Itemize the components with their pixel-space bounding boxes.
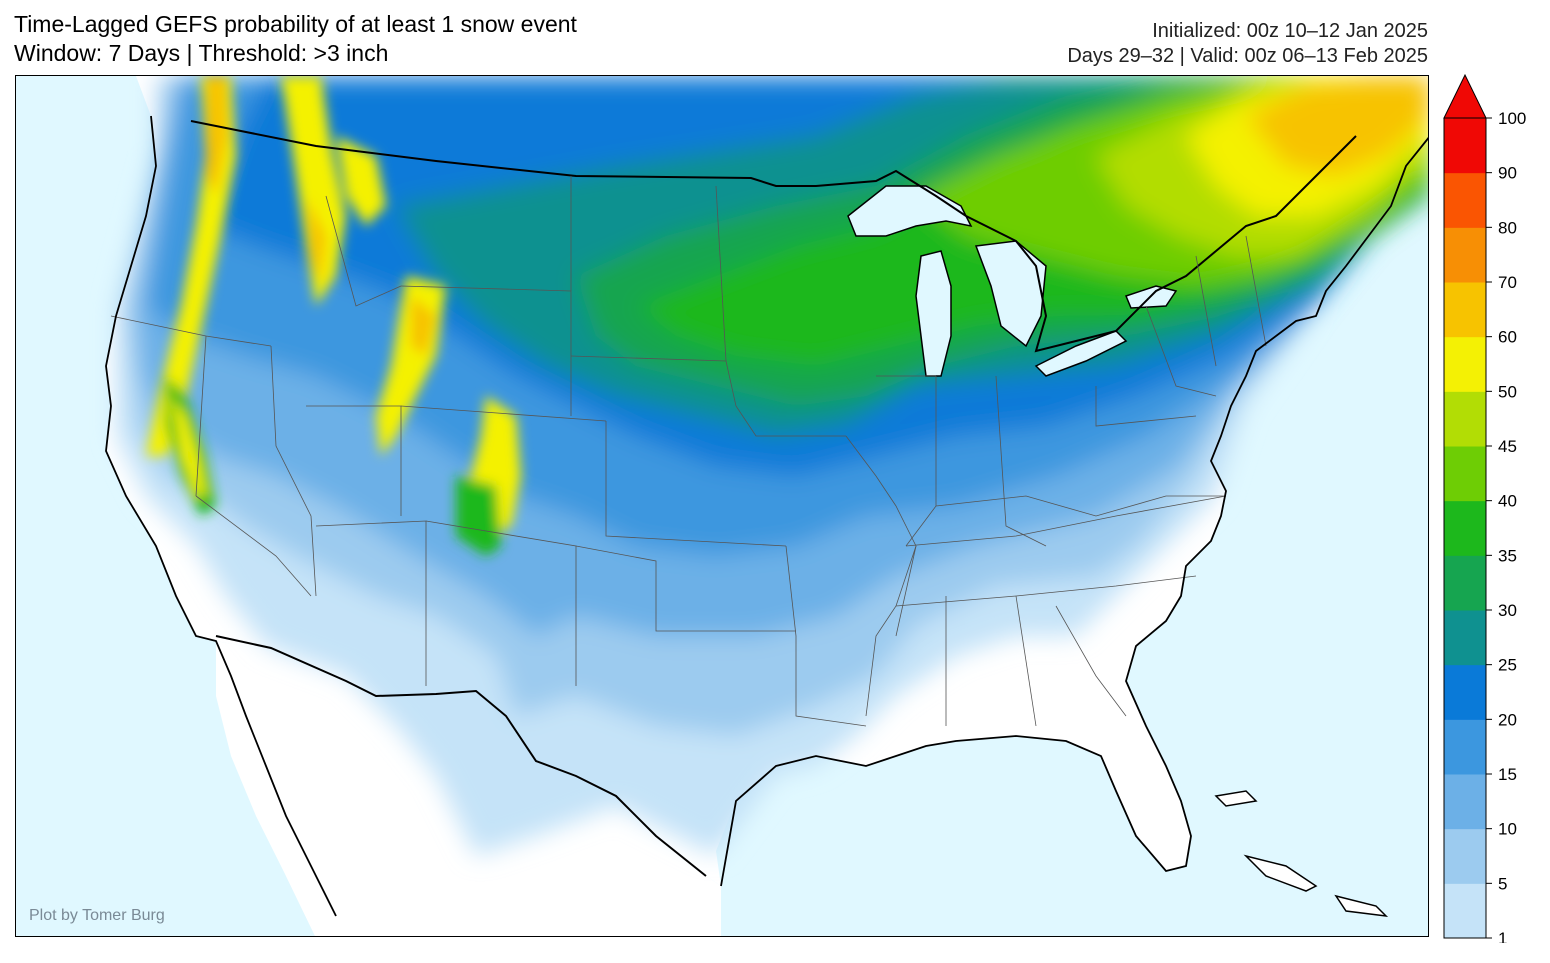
colorbar-swatch	[1444, 446, 1486, 502]
lake-erie	[1034, 330, 1128, 377]
colorbar-extend-arrow	[1443, 73, 1487, 119]
colorbar-swatch	[1444, 828, 1486, 884]
colorbar-swatch	[1444, 336, 1486, 392]
colorbar-tick-label: 40	[1498, 492, 1517, 511]
colorbar-tick-label: 70	[1498, 273, 1517, 292]
colorbar-swatch	[1444, 555, 1486, 611]
colorbar-tick-label: 90	[1498, 164, 1517, 183]
colorbar-tick-label: 80	[1498, 218, 1517, 237]
colorbar-swatch	[1444, 227, 1486, 283]
probability-map	[15, 75, 1429, 937]
initialized-text: Initialized: 00z 10–12 Jan 2025	[1152, 20, 1428, 42]
map-subtitle: Window: 7 Days | Threshold: >3 inch	[14, 40, 389, 66]
colorbar-swatches	[1443, 73, 1487, 939]
colorbar-swatch	[1444, 719, 1486, 775]
colorbar-tick-label: 15	[1498, 765, 1517, 784]
colorbar-swatch	[1444, 883, 1486, 939]
colorbar-tick-label: 1	[1498, 929, 1507, 943]
colorbar-tick-label: 5	[1498, 874, 1507, 893]
colorbar-tick-label: 30	[1498, 601, 1517, 620]
colorbar-swatch	[1444, 118, 1486, 174]
colorbar-tick-label: 20	[1498, 710, 1517, 729]
national-borders	[190, 120, 1357, 877]
colorbar-tick-label: 60	[1498, 328, 1517, 347]
lake-huron	[974, 240, 1047, 348]
us-canada-border	[190, 120, 1357, 353]
caribbean-islands	[1214, 790, 1389, 918]
colorbar-tick-label: 50	[1498, 382, 1517, 401]
colorbar-swatch	[1444, 391, 1486, 447]
colorbar-tick-label: 100	[1498, 109, 1526, 128]
colorbar-tick-label: 35	[1498, 546, 1517, 565]
colorbar-swatch	[1444, 610, 1486, 666]
state-borders	[110, 176, 1267, 727]
map-title: Time-Lagged GEFS probability of at least…	[14, 11, 577, 37]
colorbar-tick-label: 10	[1498, 820, 1517, 839]
colorbar-tick-label: 25	[1498, 656, 1517, 675]
colorbar-outline	[1443, 117, 1487, 939]
coastline	[105, 115, 1428, 917]
plot-credit: Plot by Tomer Burg	[29, 907, 165, 924]
colorbar-swatch	[1444, 172, 1486, 228]
colorbar-swatch	[1444, 774, 1486, 830]
title-block: Time-Lagged GEFS probability of at least…	[14, 10, 577, 68]
valid-text: Days 29–32 | Valid: 00z 06–13 Feb 2025	[1067, 45, 1428, 67]
colorbar-tick-label: 45	[1498, 437, 1517, 456]
colorbar-swatch	[1444, 500, 1486, 556]
meta-block: Initialized: 00z 10–12 Jan 2025 Days 29–…	[1067, 19, 1428, 69]
mountain-streaks	[146, 76, 521, 556]
colorbar-swatch	[1444, 282, 1486, 338]
us-mexico-border	[215, 635, 707, 877]
colorbar-swatch	[1444, 664, 1486, 720]
lake-michigan	[915, 250, 952, 377]
